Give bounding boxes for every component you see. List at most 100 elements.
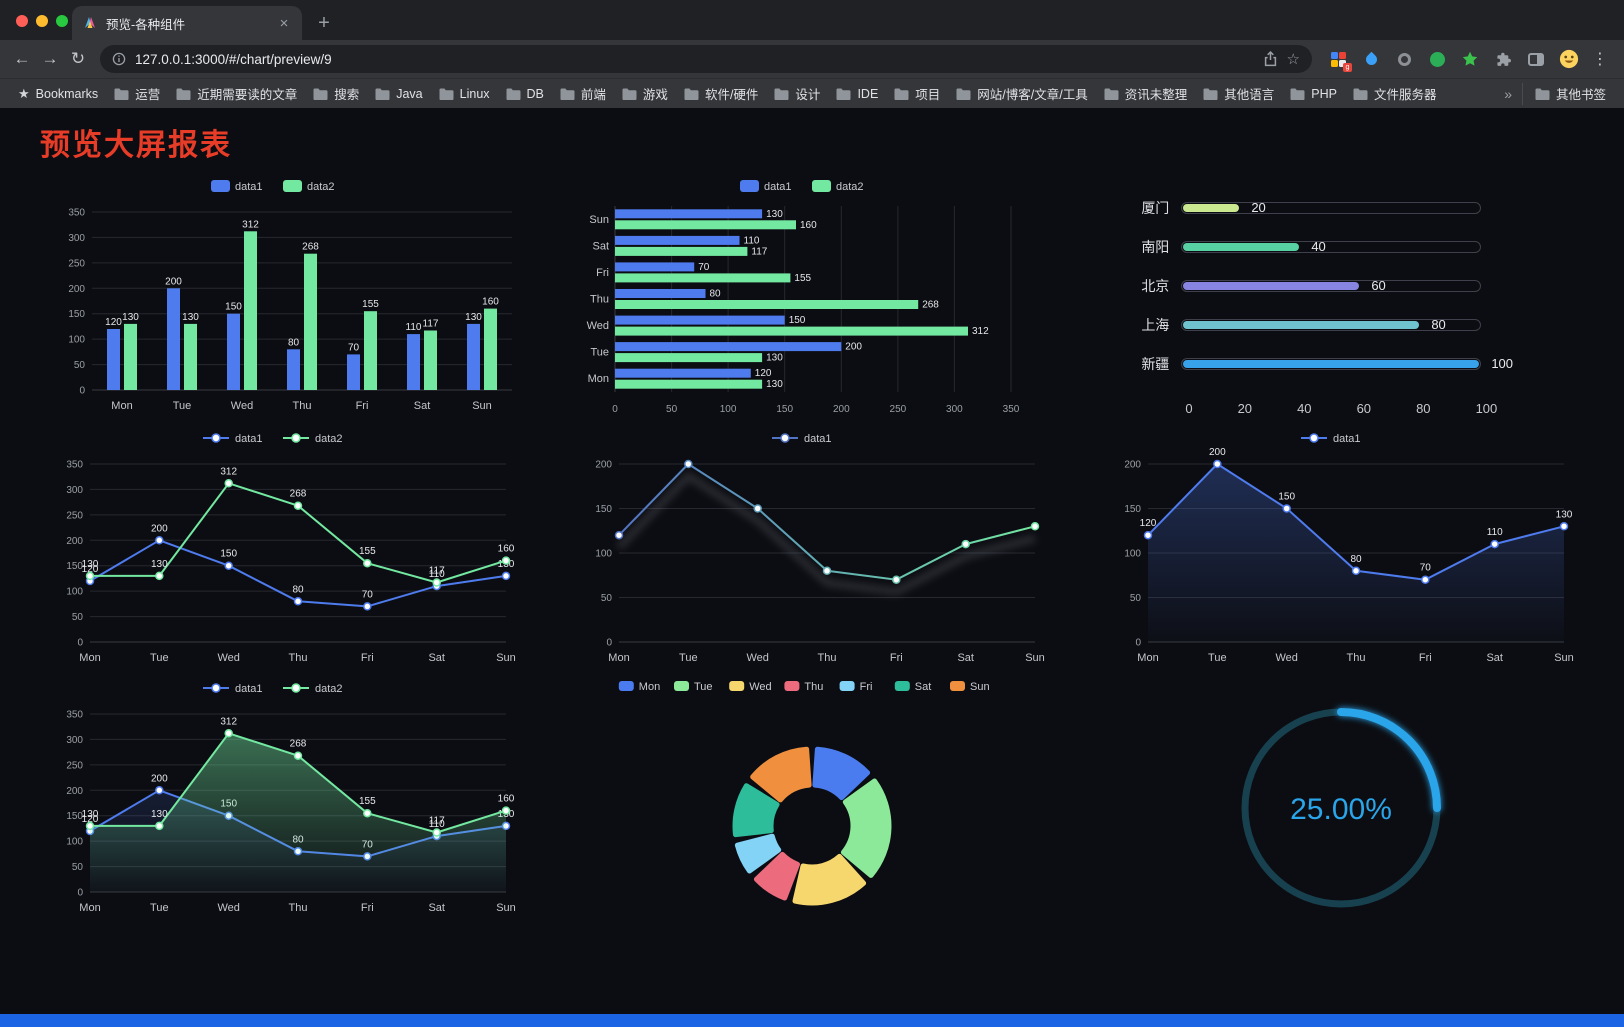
data-point[interactable] xyxy=(154,786,164,795)
data-point[interactable] xyxy=(293,501,302,510)
legend[interactable]: data1 data2 xyxy=(210,180,335,193)
bar[interactable] xyxy=(614,246,748,256)
browser-tab[interactable]: 预览-各种组件 × xyxy=(72,6,302,40)
data-point[interactable] xyxy=(85,571,94,581)
data-point[interactable] xyxy=(1144,530,1153,540)
data-point[interactable] xyxy=(224,729,233,738)
reload-icon[interactable]: ↻ xyxy=(70,49,86,68)
bookmarks-manager-item[interactable]: ★ Bookmarks xyxy=(10,83,106,105)
bar[interactable] xyxy=(614,300,919,309)
minimize-window-button[interactable] xyxy=(36,15,48,27)
data-point[interactable] xyxy=(154,821,164,831)
data-point[interactable] xyxy=(501,571,510,581)
bookmark-star-icon[interactable]: ☆ xyxy=(1286,50,1300,68)
zoom-window-button[interactable] xyxy=(56,15,68,27)
data-point[interactable] xyxy=(1213,459,1222,469)
bar[interactable] xyxy=(286,349,300,390)
bar[interactable] xyxy=(614,273,791,283)
data-point[interactable] xyxy=(1030,522,1040,531)
bookmarks-overflow-chevron[interactable]: » xyxy=(1504,85,1512,102)
data-point[interactable] xyxy=(1282,504,1292,513)
bar[interactable] xyxy=(614,326,968,336)
bookmark-folder[interactable]: 软件/硬件 xyxy=(676,83,766,105)
bar[interactable] xyxy=(423,330,437,391)
data-point[interactable] xyxy=(1352,566,1361,576)
pie-slice[interactable] xyxy=(750,746,812,803)
bar[interactable] xyxy=(466,323,480,390)
pie-slice[interactable] xyxy=(792,853,867,906)
legend[interactable]: data1 data2 xyxy=(202,683,343,695)
data-point[interactable] xyxy=(154,571,164,581)
data-point[interactable] xyxy=(154,536,164,545)
extension-grid-icon[interactable]: g xyxy=(1328,49,1352,72)
close-window-button[interactable] xyxy=(16,15,28,27)
legend[interactable]: data1 xyxy=(1301,433,1361,445)
url-text[interactable]: 127.0.0.1:3000/#/chart/preview/9 xyxy=(135,51,332,67)
profile-avatar[interactable] xyxy=(1559,49,1579,69)
bookmark-folder[interactable]: IDE xyxy=(828,83,886,105)
data-point[interactable] xyxy=(432,578,441,587)
bookmark-folder[interactable]: 项目 xyxy=(886,83,948,105)
bookmark-folder[interactable]: 设计 xyxy=(766,83,828,105)
data-point[interactable] xyxy=(1560,522,1569,531)
data-point[interactable] xyxy=(501,806,510,815)
data-point[interactable] xyxy=(432,828,441,837)
bar[interactable] xyxy=(614,289,706,298)
pie-slice[interactable] xyxy=(734,833,782,874)
back-icon[interactable]: ← xyxy=(13,49,31,68)
bar[interactable] xyxy=(483,308,497,390)
bar[interactable] xyxy=(614,353,763,363)
bookmark-folder[interactable]: PHP xyxy=(1282,83,1345,105)
data-point[interactable] xyxy=(362,808,372,818)
bar[interactable] xyxy=(226,313,240,390)
data-point[interactable] xyxy=(362,558,372,568)
ring-icon[interactable] xyxy=(1394,49,1414,69)
bar[interactable] xyxy=(363,311,377,390)
bar[interactable] xyxy=(614,220,796,230)
site-info-icon[interactable] xyxy=(112,52,126,66)
bar[interactable] xyxy=(614,342,842,352)
tab-close-icon[interactable]: × xyxy=(279,14,289,32)
bar[interactable] xyxy=(346,354,360,390)
bar[interactable] xyxy=(614,368,751,378)
data-point[interactable] xyxy=(614,530,624,540)
bookmark-folder[interactable]: 搜索 xyxy=(305,83,367,105)
bar[interactable] xyxy=(614,235,740,245)
data-point[interactable] xyxy=(293,597,302,606)
data-point[interactable] xyxy=(892,575,901,584)
pie-slice[interactable] xyxy=(812,746,871,801)
legend[interactable]: data1 data2 xyxy=(739,180,864,193)
bookmark-folder[interactable]: 前端 xyxy=(552,83,614,105)
bar[interactable] xyxy=(106,329,120,390)
legend[interactable]: Mon Tue Wed Thu Fri Sat Sun xyxy=(618,681,990,693)
bookmark-folder[interactable]: Linux xyxy=(431,83,498,105)
bar[interactable] xyxy=(303,253,317,390)
data-point[interactable] xyxy=(362,602,372,611)
menu-kebab-icon[interactable]: ⋮ xyxy=(1592,51,1608,68)
data-point[interactable] xyxy=(293,751,302,760)
data-point[interactable] xyxy=(961,539,970,549)
water-drop-icon[interactable] xyxy=(1361,49,1381,69)
pie-slice[interactable] xyxy=(753,851,800,901)
puzzle-icon[interactable] xyxy=(1493,49,1513,69)
bar[interactable] xyxy=(614,379,763,389)
data-point[interactable] xyxy=(224,479,233,488)
data-point[interactable] xyxy=(501,556,510,565)
side-panel-icon[interactable] xyxy=(1526,49,1546,69)
bar[interactable] xyxy=(614,315,785,325)
data-point[interactable] xyxy=(753,504,762,513)
green-star-icon[interactable] xyxy=(1460,49,1480,69)
data-point[interactable] xyxy=(822,566,832,576)
pie-slice[interactable] xyxy=(732,783,780,838)
forward-icon[interactable]: → xyxy=(41,49,59,68)
bar[interactable] xyxy=(614,262,695,272)
bar[interactable] xyxy=(243,231,257,390)
bookmark-folder[interactable]: 游戏 xyxy=(614,83,676,105)
data-point[interactable] xyxy=(1490,539,1500,549)
bookmark-folder[interactable]: DB xyxy=(498,83,552,105)
data-point[interactable] xyxy=(1421,575,1430,584)
address-bar[interactable]: 127.0.0.1:3000/#/chart/preview/9 ☆ xyxy=(100,45,1312,73)
bar[interactable] xyxy=(166,288,180,390)
data-point[interactable] xyxy=(85,821,94,831)
legend[interactable]: data1 xyxy=(771,433,832,445)
